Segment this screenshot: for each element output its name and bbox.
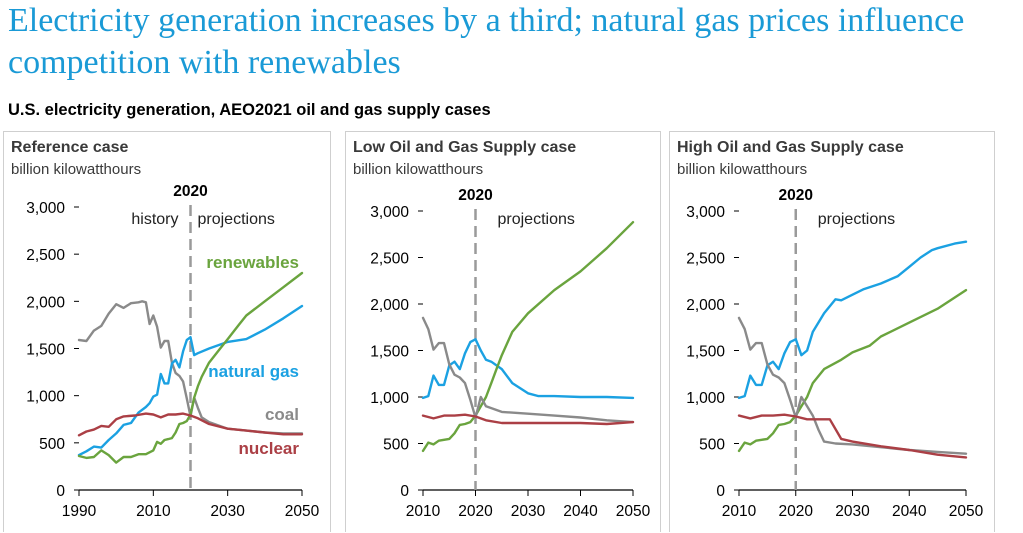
chart-low-oil-gas-case: 0 500 1,000 1,500 2,000 2,500 3,000 2010 2020 203… [370,187,651,520]
y-tick-label: 0 [56,483,65,500]
series-nuclear-line [737,413,968,459]
series-coal-line [77,300,304,435]
y-tick-label: 3,000 [370,204,409,221]
y-tick-label: 2,500 [370,251,409,268]
y-tick-label: 500 [699,437,725,454]
divider-year-label: 2020 [458,187,492,204]
panel-units: billion kilowatthours [11,161,142,178]
x-tick-label: 2040 [563,503,598,520]
y-tick-label: 0 [400,483,409,500]
y-tick-label: 2,000 [370,297,409,314]
chart-high-oil-gas-case: 0 500 1,000 1,500 2,000 2,500 3,000 2010 2020 203… [686,187,984,520]
x-tick-label: 1990 [62,503,97,520]
x-tick-label: 2040 [892,503,927,520]
x-tick-label: 2030 [511,503,546,520]
series-nuclear-line [421,413,635,426]
y-tick-label: 1,000 [370,390,409,407]
y-tick-label: 2,000 [686,297,725,314]
headline: Electricity generation increases by a th… [8,2,965,81]
series-coal-line [421,316,635,424]
x-tick-label: 2020 [779,503,814,520]
panel-title: Reference case [11,139,129,156]
history-label: history [131,211,178,228]
x-tick-label: 2050 [285,503,320,520]
projections-label: projections [818,211,895,228]
divider-year-label: 2020 [173,183,207,200]
panel-units: billion kilowatthours [677,161,808,178]
y-tick-label: 2,000 [26,294,65,311]
panel-low-oil-gas-case: Low Oil and Gas Supply case billion kilo… [345,131,661,532]
x-tick-label: 2050 [949,503,984,520]
y-tick-label: 1,500 [370,344,409,361]
y-tick-label: 500 [39,436,65,453]
x-tick-label: 2050 [616,503,651,520]
series-label-coal: coal [265,405,299,424]
y-tick-label: 1,000 [26,389,65,406]
series-renewables-line [737,288,968,453]
series-label-renewables: renewables [206,253,299,272]
panel-high-oil-gas-case: High Oil and Gas Supply case billion kil… [669,131,995,532]
y-tick-label: 2,500 [686,251,725,268]
y-tick-label: 1,500 [26,342,65,359]
y-tick-label: 0 [716,483,725,500]
panel-reference-case: Reference case billion kilowatthours 0 50… [3,131,331,532]
x-tick-label: 2020 [458,503,493,520]
x-tick-label: 2030 [835,503,870,520]
chart-subtitle: U.S. electricity generation, AEO2021 oil… [8,101,491,119]
x-tick-label: 2010 [406,503,441,520]
series-coal-line [737,316,968,455]
series-nuclear-line [77,412,304,437]
series-natural-gas-line [737,240,968,400]
y-tick-label: 1,500 [686,344,725,361]
x-tick-label: 2010 [136,503,171,520]
y-tick-label: 3,000 [26,200,65,217]
panel-units: billion kilowatthours [353,161,484,178]
series-renewables-line [77,271,304,464]
series-natural-gas-line [421,338,635,400]
y-tick-label: 2,500 [26,247,65,264]
panel-title: High Oil and Gas Supply case [677,139,904,156]
series-label-nuclear: nuclear [239,439,300,458]
projections-label: projections [498,211,575,228]
x-tick-label: 2030 [210,503,245,520]
panel-title: Low Oil and Gas Supply case [353,139,577,156]
series-natural-gas-line [77,304,304,457]
y-tick-label: 1,000 [686,390,725,407]
series-label-natural-gas: natural gas [208,362,299,381]
x-tick-label: 2010 [722,503,757,520]
divider-year-label: 2020 [779,187,813,204]
projections-label: projections [198,211,275,228]
chart-reference-case: 0 500 1,000 1,500 2,000 2,500 3,000 1990 2010 203… [26,183,320,520]
y-tick-label: 3,000 [686,204,725,221]
y-tick-label: 500 [383,437,409,454]
